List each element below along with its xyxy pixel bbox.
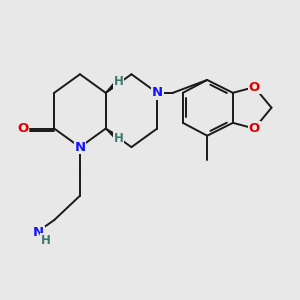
- Text: N: N: [33, 226, 44, 239]
- Text: O: O: [17, 122, 28, 135]
- Text: H: H: [41, 233, 51, 247]
- Polygon shape: [106, 129, 120, 141]
- Polygon shape: [106, 80, 120, 93]
- Text: N: N: [74, 141, 86, 154]
- Text: H: H: [114, 75, 124, 88]
- Text: H: H: [114, 132, 124, 145]
- Text: O: O: [249, 122, 260, 135]
- Text: N: N: [152, 86, 163, 99]
- Text: O: O: [249, 81, 260, 94]
